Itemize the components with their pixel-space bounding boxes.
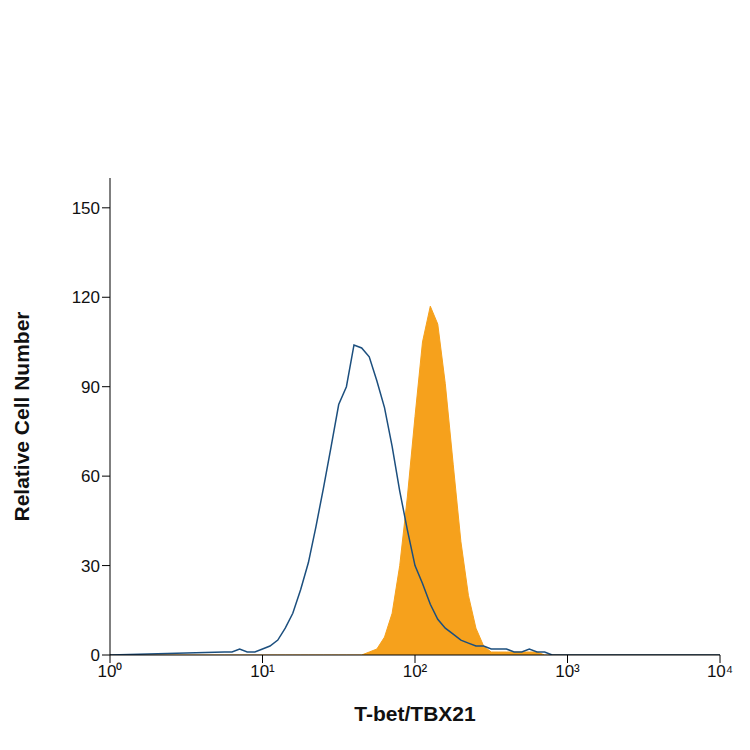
- svg-text:120: 120: [72, 288, 100, 307]
- svg-text:10³: 10³: [555, 662, 580, 681]
- svg-text:0: 0: [91, 646, 100, 665]
- svg-text:60: 60: [81, 467, 100, 486]
- svg-text:10⁰: 10⁰: [98, 662, 123, 681]
- svg-text:10¹: 10¹: [250, 662, 275, 681]
- svg-text:10⁴: 10⁴: [707, 662, 733, 681]
- svg-text:10²: 10²: [403, 662, 428, 681]
- svg-text:150: 150: [72, 199, 100, 218]
- svg-text:Relative Cell Number: Relative Cell Number: [10, 311, 33, 521]
- svg-text:30: 30: [81, 557, 100, 576]
- svg-text:90: 90: [81, 378, 100, 397]
- svg-text:T-bet/TBX21: T-bet/TBX21: [354, 702, 476, 725]
